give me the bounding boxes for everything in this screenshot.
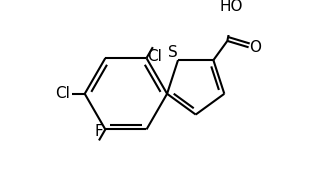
Text: O: O bbox=[249, 40, 261, 55]
Text: HO: HO bbox=[220, 0, 243, 14]
Text: F: F bbox=[95, 124, 103, 139]
Text: Cl: Cl bbox=[147, 49, 162, 64]
Text: Cl: Cl bbox=[56, 86, 71, 101]
Text: S: S bbox=[168, 45, 177, 60]
